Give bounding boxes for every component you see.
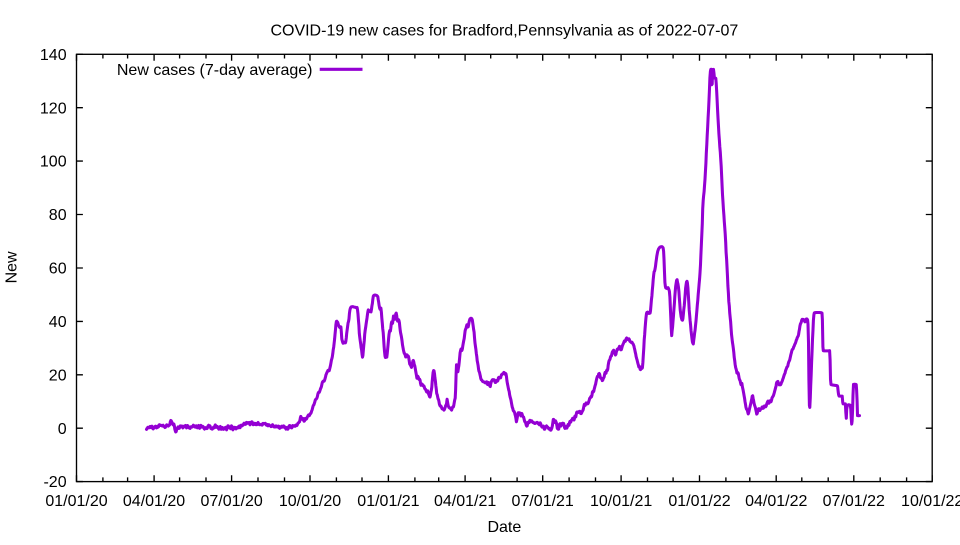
svg-text:-20: -20	[43, 474, 66, 491]
svg-text:01/01/21: 01/01/21	[357, 493, 419, 510]
svg-text:60: 60	[49, 261, 67, 278]
svg-text:New: New	[4, 251, 21, 283]
svg-text:Date: Date	[487, 519, 521, 536]
svg-text:0: 0	[58, 421, 67, 438]
svg-text:07/01/21: 07/01/21	[512, 493, 574, 510]
svg-text:01/01/20: 01/01/20	[45, 493, 107, 510]
svg-text:140: 140	[40, 47, 67, 64]
svg-text:120: 120	[40, 100, 67, 117]
svg-text:04/01/20: 04/01/20	[123, 493, 185, 510]
svg-text:01/01/22: 01/01/22	[668, 493, 730, 510]
svg-text:07/01/20: 07/01/20	[200, 493, 262, 510]
svg-text:40: 40	[49, 314, 67, 331]
svg-text:COVID-19 new cases for Bradfor: COVID-19 new cases for Bradford,Pennsylv…	[270, 22, 738, 39]
svg-text:10/01/21: 10/01/21	[590, 493, 652, 510]
svg-text:100: 100	[40, 154, 67, 171]
svg-text:10/01/20: 10/01/20	[279, 493, 341, 510]
svg-text:80: 80	[49, 207, 67, 224]
svg-text:New cases (7-day average): New cases (7-day average)	[117, 62, 313, 79]
svg-text:20: 20	[49, 367, 67, 384]
svg-text:10/01/22: 10/01/22	[901, 493, 960, 510]
svg-text:04/01/21: 04/01/21	[434, 493, 496, 510]
svg-text:07/01/22: 07/01/22	[823, 493, 885, 510]
svg-text:04/01/22: 04/01/22	[745, 493, 807, 510]
